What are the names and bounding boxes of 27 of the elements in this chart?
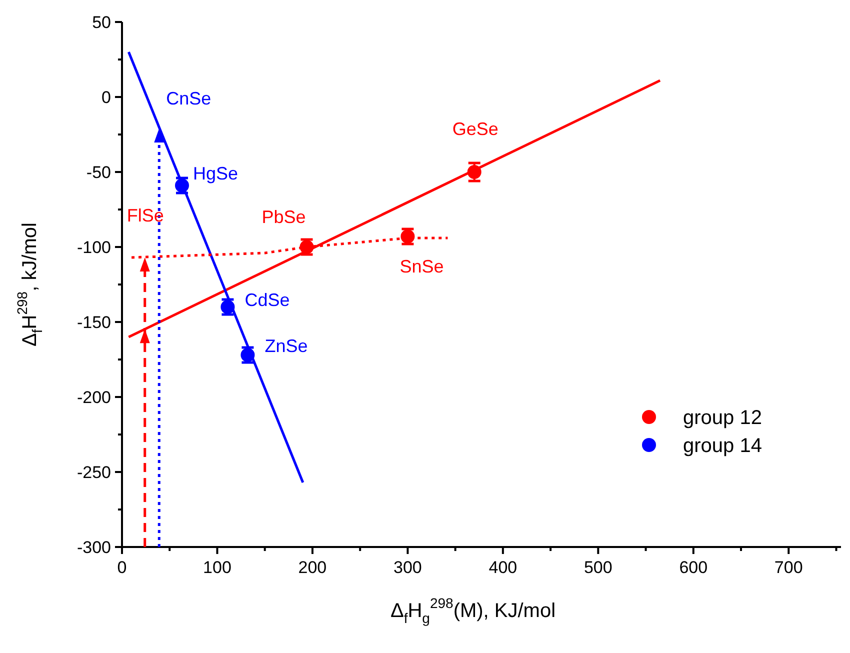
annotation: SnSe: [400, 256, 444, 276]
x-tick-label: 700: [774, 558, 803, 577]
annotation: CdSe: [244, 290, 290, 310]
y-tick-label: -50: [86, 163, 111, 182]
x-tick-label: 100: [203, 558, 232, 577]
y-tick-label: 0: [102, 88, 111, 107]
y-tick-label: -150: [76, 313, 111, 332]
legend-label: group 12: [683, 407, 762, 429]
x-tick-label: 200: [298, 558, 327, 577]
y-tick-label: -200: [76, 388, 111, 407]
annotation: GeSe: [452, 119, 498, 139]
y-tick-label: -100: [76, 238, 111, 257]
x-tick-label: 300: [394, 558, 422, 577]
x-tick-label: 400: [488, 558, 518, 577]
legend-label: group 14: [683, 435, 762, 457]
annotation: ZnSe: [264, 336, 308, 356]
x-tick-label: 0: [117, 558, 127, 577]
annotation: FlSe: [126, 206, 164, 226]
y-tick-label: -250: [76, 463, 111, 482]
annotation: PbSe: [262, 207, 306, 227]
annotation: CnSe: [166, 88, 212, 108]
annotation: HgSe: [192, 164, 238, 184]
y-tick-label: 50: [92, 13, 111, 32]
y-tick-label: -300: [76, 538, 111, 557]
x-tick-label: 500: [584, 558, 612, 577]
x-axis-title: Δ$_{f}$H$_{g}$$^{298}$(M), KJ/mol: [390, 595, 556, 626]
x-tick-label: 600: [679, 558, 708, 577]
